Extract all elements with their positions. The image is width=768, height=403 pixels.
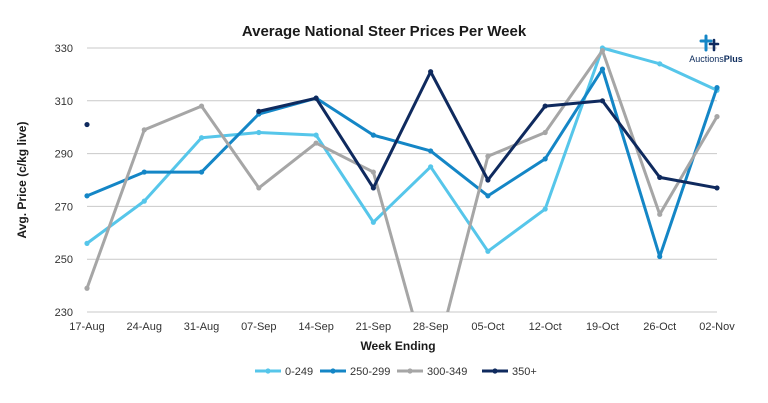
data-point xyxy=(313,140,319,146)
x-tick-label: 17-Aug xyxy=(69,321,104,333)
series-line xyxy=(86,67,719,259)
series-0-249 xyxy=(84,45,720,254)
data-point xyxy=(485,193,491,199)
legend-marker xyxy=(330,368,336,374)
data-point xyxy=(714,185,720,191)
data-point xyxy=(256,129,262,136)
x-tick-label: 24-Aug xyxy=(127,321,162,333)
logo: AuctionsPlus xyxy=(689,34,743,64)
data-point xyxy=(657,211,663,217)
legend-label: 300-349 xyxy=(427,366,467,378)
grid xyxy=(87,47,717,313)
data-point xyxy=(256,185,262,191)
legend-label: 250-299 xyxy=(350,366,390,378)
legend: 0-249 250-299 300-349 350+ xyxy=(255,366,537,378)
data-point xyxy=(542,129,548,136)
data-point xyxy=(141,169,147,175)
x-tick-label: 19-Oct xyxy=(586,321,619,333)
series-250-299 xyxy=(84,66,720,260)
legend-marker xyxy=(265,368,271,374)
data-point xyxy=(198,103,205,109)
logo-text-plain: Auctions xyxy=(689,54,724,64)
data-point xyxy=(84,121,90,128)
x-tick-label: 14-Sep xyxy=(298,321,333,333)
data-point xyxy=(542,206,548,212)
data-point xyxy=(84,193,90,199)
logo-text-bold: Plus xyxy=(724,54,743,64)
y-tick-label: 230 xyxy=(55,307,73,319)
data-point xyxy=(599,48,606,54)
series-line xyxy=(86,46,718,253)
y-axis-label: Avg. Price (c/kg live) xyxy=(15,122,29,239)
x-tick-label: 26-Oct xyxy=(643,321,676,333)
y-tick-label: 290 xyxy=(55,149,73,161)
y-tick-label: 330 xyxy=(55,43,73,55)
data-point xyxy=(485,177,491,183)
data-point xyxy=(141,198,147,204)
y-tick-label: 270 xyxy=(55,201,73,213)
x-tick-label: 31-Aug xyxy=(184,321,219,333)
chart-title: Average National Steer Prices Per Week xyxy=(242,23,527,40)
data-point xyxy=(256,108,262,114)
x-tick-label: 02-Nov xyxy=(699,321,735,333)
x-tick-label: 05-Oct xyxy=(471,321,504,333)
data-point xyxy=(714,85,720,91)
data-point xyxy=(657,61,663,67)
data-point xyxy=(313,95,319,101)
y-axis-ticks: 230 250 270 290 310 330 xyxy=(55,43,73,319)
series-300-349 xyxy=(84,48,720,312)
data-point xyxy=(198,169,205,175)
x-tick-label: 28-Sep xyxy=(413,321,448,333)
x-axis-ticks: 17-Aug 24-Aug 31-Aug 07-Sep 14-Sep 21-Sep 28-S… xyxy=(69,321,735,333)
data-point xyxy=(485,248,491,254)
legend-marker xyxy=(492,368,498,374)
y-tick-label: 250 xyxy=(55,254,73,266)
auctionsplus-icon xyxy=(699,34,720,52)
data-point xyxy=(599,98,606,104)
data-point xyxy=(657,253,663,260)
x-tick-label: 12-Oct xyxy=(529,321,562,333)
data-point xyxy=(370,219,376,225)
series-line xyxy=(258,70,718,190)
data-point xyxy=(542,103,548,109)
data-point xyxy=(370,185,376,191)
data-point xyxy=(141,127,147,133)
x-tick-label: 07-Sep xyxy=(241,321,276,333)
x-axis-label: Week Ending xyxy=(360,339,435,353)
data-point xyxy=(485,153,491,159)
legend-label: 350+ xyxy=(512,366,537,378)
svg-text:AuctionsPlus: AuctionsPlus xyxy=(689,54,743,64)
data-point xyxy=(428,69,434,75)
y-tick-label: 310 xyxy=(55,96,73,108)
data-point xyxy=(714,114,720,120)
data-point xyxy=(84,285,90,291)
plot-area xyxy=(84,45,720,312)
series-350+ xyxy=(84,69,720,191)
data-point xyxy=(84,240,90,246)
data-point xyxy=(428,148,434,154)
data-point xyxy=(542,156,548,162)
legend-label: 0-249 xyxy=(285,366,313,378)
series-line xyxy=(85,49,719,312)
legend-marker xyxy=(407,368,413,374)
data-point xyxy=(599,66,606,72)
data-point xyxy=(313,132,319,138)
data-point xyxy=(370,132,376,138)
data-point xyxy=(370,169,376,175)
data-point xyxy=(428,164,434,170)
x-tick-label: 21-Sep xyxy=(356,321,391,333)
data-point xyxy=(657,174,663,180)
data-point xyxy=(198,135,205,141)
